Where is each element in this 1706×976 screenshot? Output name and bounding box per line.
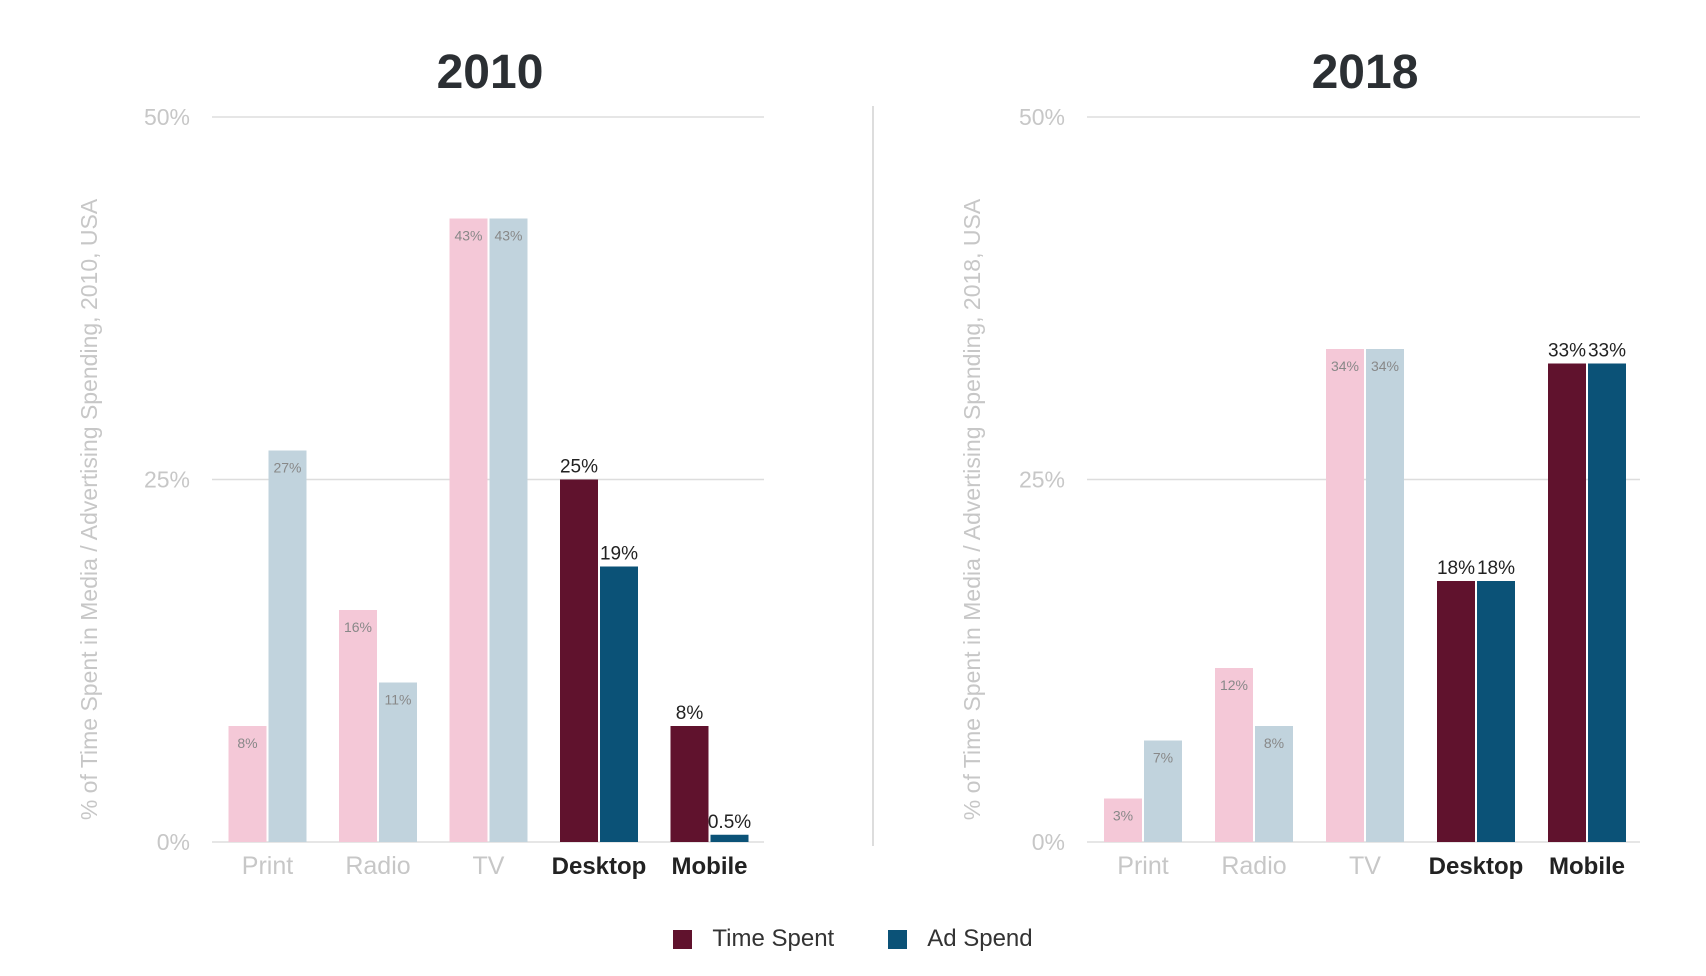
bar-2018-radio-time-spent <box>1215 668 1253 842</box>
chart-panel-2018: 2018 0% 25% 50% % of Time Spent in Media / A… <box>959 46 1640 880</box>
legend-swatch-ad-spend <box>888 930 907 949</box>
legend-label-ad-spend: Ad Spend <box>927 925 1032 953</box>
data-label-2010-tv-time-spent: 43% <box>454 228 482 244</box>
x-tick-label-2010-radio: Radio <box>345 852 410 880</box>
y-tick-label-2018-50: 50% <box>1019 104 1065 130</box>
data-label-2010-mobile-ad-spend: 0.5% <box>708 812 751 833</box>
legend-label-time-spent: Time Spent <box>712 925 834 953</box>
y-tick-label-2018-0: 0% <box>1032 829 1065 855</box>
x-tick-label-2010-tv: TV <box>473 852 505 880</box>
x-tick-label-2018-desktop: Desktop <box>1429 853 1524 880</box>
y-tick-label-2018-25: 25% <box>1019 467 1065 493</box>
bar-2010-mobile-ad-spend <box>711 835 749 842</box>
y-axis-label-2018: % of Time Spent in Media / Advertising S… <box>959 198 985 820</box>
y-tick-label-2010-25: 25% <box>144 467 190 493</box>
data-label-2010-mobile-time-spent: 8% <box>676 703 704 724</box>
data-label-2018-tv-time-spent: 34% <box>1331 358 1359 374</box>
y-tick-label-2010-50: 50% <box>144 104 190 130</box>
data-label-2018-radio-time-spent: 12% <box>1220 677 1248 693</box>
x-tick-label-2018-print: Print <box>1117 852 1168 880</box>
data-label-2018-mobile-ad-spend: 33% <box>1588 341 1626 362</box>
bar-2018-tv-time-spent <box>1326 349 1364 842</box>
bar-2010-desktop-ad-spend <box>600 567 638 843</box>
bar-2018-desktop-ad-spend <box>1477 581 1515 842</box>
bar-2018-tv-ad-spend <box>1366 349 1404 842</box>
bar-2010-radio-time-spent <box>339 610 377 842</box>
legend-item-time-spent: Time Spent <box>673 925 834 953</box>
x-tick-label-2010-print: Print <box>242 852 293 880</box>
x-tick-label-2018-radio: Radio <box>1221 852 1286 880</box>
bar-2010-mobile-time-spent <box>671 726 709 842</box>
y-tick-label-2010-0: 0% <box>157 829 190 855</box>
x-tick-label-2010-desktop: Desktop <box>552 853 647 880</box>
bar-2010-tv-time-spent <box>450 219 488 843</box>
x-tick-label-2010-mobile: Mobile <box>672 853 748 880</box>
x-tick-label-2018-mobile: Mobile <box>1549 853 1625 880</box>
legend-swatch-time-spent <box>673 930 692 949</box>
chart-panel-2010: 2010 0% 25% 50% % of Time Spent in Media / A… <box>76 46 764 880</box>
y-axis-label-2010: % of Time Spent in Media / Advertising S… <box>76 198 102 820</box>
data-label-2018-tv-ad-spend: 34% <box>1371 358 1399 374</box>
legend-item-ad-spend: Ad Spend <box>888 925 1032 953</box>
data-label-2018-print-time-spent: 3% <box>1113 808 1133 824</box>
data-label-2010-print-ad-spend: 27% <box>273 460 301 476</box>
data-label-2010-tv-ad-spend: 43% <box>494 228 522 244</box>
data-label-2010-print-time-spent: 8% <box>237 735 257 751</box>
data-label-2018-print-ad-spend: 7% <box>1153 750 1173 766</box>
bar-2018-mobile-ad-spend <box>1588 364 1626 843</box>
legend: Time Spent Ad Spend <box>0 925 1706 953</box>
x-tick-label-2018-tv: TV <box>1349 852 1381 880</box>
data-label-2010-desktop-ad-spend: 19% <box>600 544 638 565</box>
data-label-2018-radio-ad-spend: 8% <box>1264 735 1284 751</box>
data-label-2010-radio-time-spent: 16% <box>344 619 372 635</box>
data-label-2010-radio-ad-spend: 11% <box>385 692 412 708</box>
bar-2018-desktop-time-spent <box>1437 581 1475 842</box>
chart-title-2010: 2010 <box>437 46 544 99</box>
chart-stage: 2010 0% 25% 50% % of Time Spent in Media / A… <box>0 0 1706 976</box>
data-label-2010-desktop-time-spent: 25% <box>560 457 598 478</box>
bar-2018-mobile-time-spent <box>1548 364 1586 843</box>
chart-title-2018: 2018 <box>1312 46 1419 99</box>
data-label-2018-mobile-time-spent: 33% <box>1548 341 1586 362</box>
data-label-2018-desktop-ad-spend: 18% <box>1477 558 1515 579</box>
bar-2010-print-ad-spend <box>269 451 307 843</box>
bar-2010-tv-ad-spend <box>490 219 528 843</box>
data-label-2018-desktop-time-spent: 18% <box>1437 558 1475 579</box>
bar-2010-desktop-time-spent <box>560 480 598 843</box>
